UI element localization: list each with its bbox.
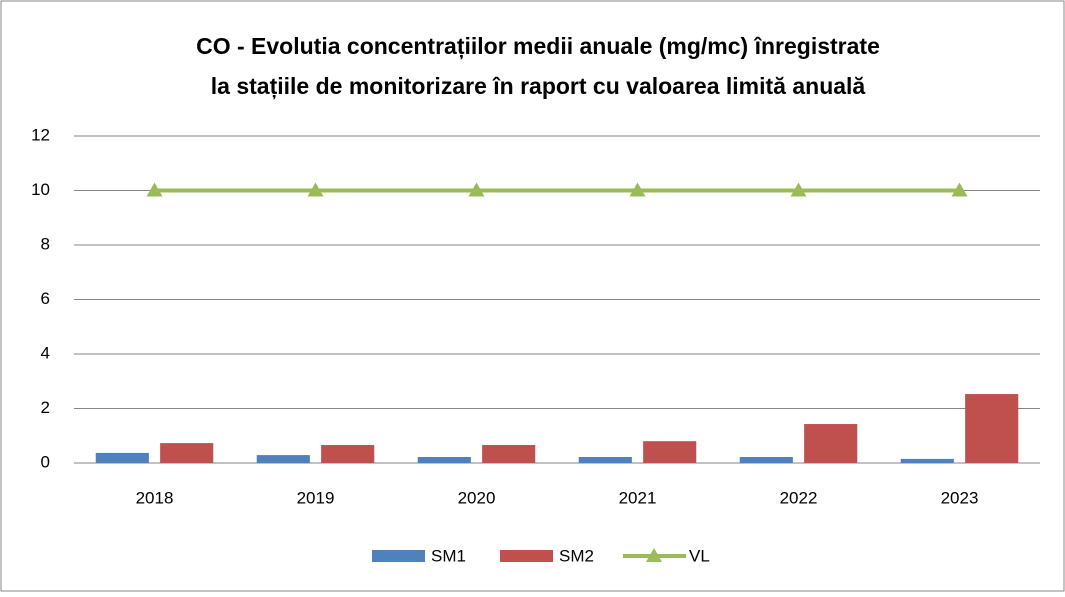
y-tick-label: 2 xyxy=(41,398,50,417)
marker xyxy=(790,182,807,197)
marker xyxy=(307,182,324,197)
x-tick-label: 2020 xyxy=(458,488,496,507)
y-tick-label: 4 xyxy=(41,343,50,362)
legend-marker xyxy=(646,548,662,562)
y-tick-label: 10 xyxy=(31,180,50,199)
chart-title: CO - Evolutia concentrațiilor medii anua… xyxy=(196,33,880,60)
marker xyxy=(951,182,968,197)
bar xyxy=(739,457,793,463)
bar xyxy=(417,457,471,463)
chart-title: la stațiile de monitorizare în raport cu… xyxy=(211,73,866,100)
bar xyxy=(95,452,149,463)
x-tick-label: 2021 xyxy=(619,488,657,507)
marker xyxy=(146,182,163,197)
bar xyxy=(804,424,858,463)
x-tick-label: 2019 xyxy=(297,488,335,507)
y-tick-label: 6 xyxy=(41,289,50,308)
x-tick-label: 2023 xyxy=(941,488,979,507)
x-tick-label: 2018 xyxy=(136,488,174,507)
bar xyxy=(160,443,214,463)
bar xyxy=(321,445,375,463)
bar xyxy=(900,458,954,463)
bar xyxy=(643,441,697,463)
y-tick-label: 12 xyxy=(31,125,50,144)
y-tick-label: 0 xyxy=(41,452,50,471)
legend-label: SM1 xyxy=(431,546,466,565)
bar xyxy=(578,457,632,463)
bar xyxy=(482,445,536,463)
x-tick-label: 2022 xyxy=(780,488,818,507)
marker xyxy=(468,182,485,197)
legend-label: VL xyxy=(689,546,710,565)
y-tick-label: 8 xyxy=(41,234,50,253)
legend-swatch xyxy=(372,550,425,562)
marker xyxy=(629,182,646,197)
bar xyxy=(965,394,1019,463)
legend-swatch xyxy=(500,550,553,562)
bar xyxy=(256,455,310,463)
legend-label: SM2 xyxy=(559,546,594,565)
